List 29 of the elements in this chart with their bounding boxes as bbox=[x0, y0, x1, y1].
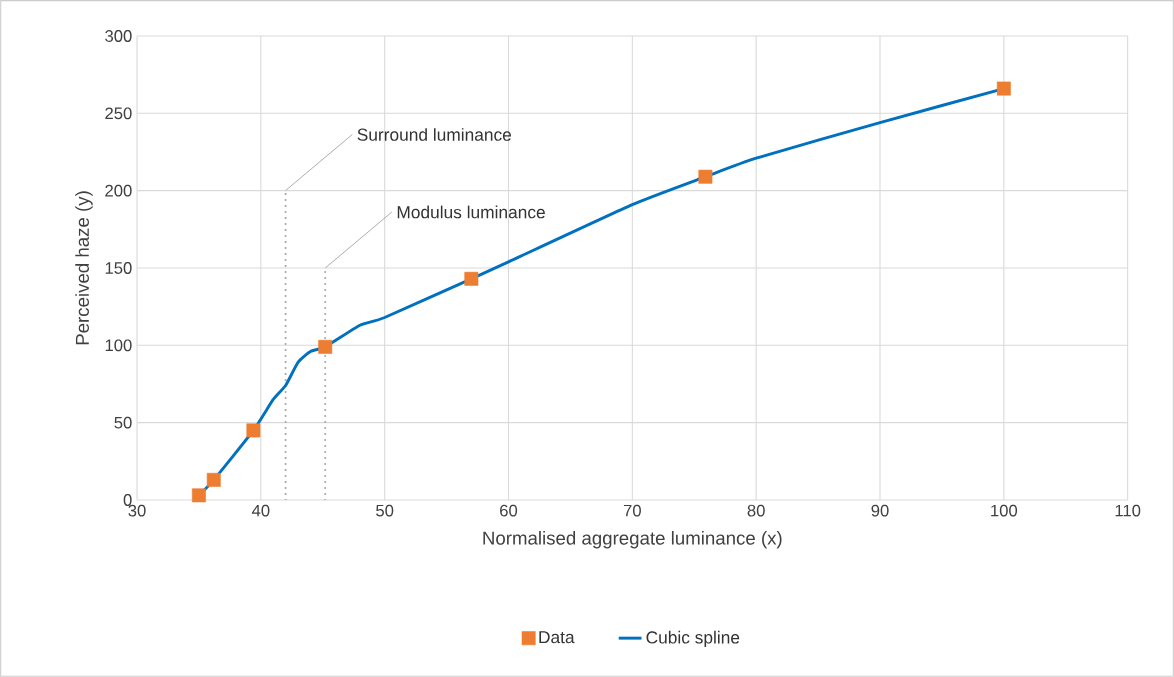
x-tick-label: 90 bbox=[871, 504, 889, 517]
point bbox=[191, 488, 206, 503]
y-tick-label: 100 bbox=[105, 339, 132, 352]
y-tick-label: 50 bbox=[114, 416, 132, 429]
ref-line-label: Surround luminance bbox=[357, 128, 512, 141]
y-tick-label: 0 bbox=[123, 494, 132, 506]
x-tick-label: 50 bbox=[376, 504, 394, 517]
x-tick-label: 70 bbox=[623, 504, 641, 517]
x-tick-label: 30 bbox=[128, 504, 146, 517]
legend-label: Cubic spline bbox=[646, 630, 740, 648]
x-tick-label: 110 bbox=[1115, 504, 1141, 517]
ref-line-label: Modulus luminance bbox=[397, 205, 545, 219]
legend-label: Data bbox=[539, 631, 575, 644]
y-tick-label: 250 bbox=[105, 107, 132, 120]
point bbox=[698, 169, 713, 184]
point bbox=[206, 472, 221, 487]
point bbox=[464, 271, 479, 286]
x-tick-label: 80 bbox=[747, 504, 765, 517]
point bbox=[246, 423, 261, 438]
y-axis-title: Perceived haze (y) bbox=[75, 191, 93, 345]
point bbox=[996, 81, 1011, 96]
y-tick-label: 200 bbox=[105, 184, 132, 197]
x-axis-title: Normalised aggregate luminance (x) bbox=[483, 530, 782, 549]
point bbox=[318, 339, 333, 354]
y-tick-label: 150 bbox=[105, 262, 132, 274]
x-tick-label: 60 bbox=[500, 504, 518, 517]
x-tick-label: 40 bbox=[251, 504, 270, 517]
y-tick-label: 300 bbox=[105, 30, 132, 42]
x-tick-label: 100 bbox=[991, 504, 1018, 517]
